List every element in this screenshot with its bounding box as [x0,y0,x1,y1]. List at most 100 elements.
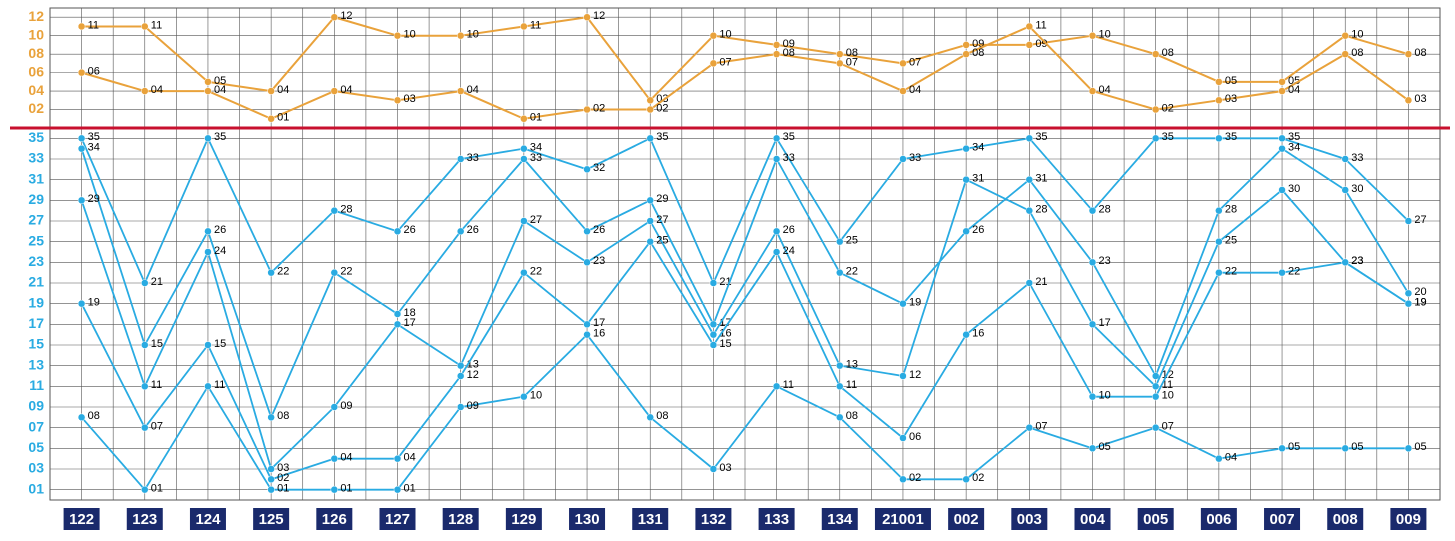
data-point [899,373,906,380]
data-point [1152,373,1159,380]
data-point [773,383,780,390]
point-label: 08 [1414,47,1426,59]
x-label: 124 [195,511,221,528]
x-label: 008 [1333,511,1358,528]
point-label: 08 [1162,47,1174,59]
point-label: 16 [593,328,605,340]
point-label: 07 [909,56,921,68]
point-label: 01 [404,483,416,495]
y-bottom-label: 21 [28,274,44,290]
point-label: 04 [340,452,352,464]
point-label: 11 [530,19,541,31]
data-point [647,106,654,113]
point-label: 19 [88,297,100,309]
point-label: 10 [467,29,479,41]
y-bottom-label: 09 [28,398,44,414]
point-label: 04 [340,84,352,96]
data-point [141,280,148,287]
data-point [457,228,464,235]
point-label: 08 [783,47,795,59]
data-point [963,331,970,338]
point-label: 04 [909,84,921,96]
point-label: 28 [1099,204,1111,216]
point-label: 27 [656,214,668,226]
data-point [773,41,780,48]
data-point [394,228,401,235]
data-point [1342,187,1349,194]
point-label: 04 [404,452,416,464]
data-point [78,414,85,421]
point-label: 10 [1099,390,1111,402]
data-point [647,97,654,104]
point-label: 11 [846,379,857,391]
point-label: 22 [277,266,289,278]
point-label: 03 [1225,93,1237,105]
data-point [268,486,275,493]
point-label: 15 [214,338,226,350]
data-point [584,166,591,173]
point-label: 22 [1225,266,1237,278]
data-point [268,476,275,483]
data-point [331,207,338,214]
data-point [899,476,906,483]
data-point [584,331,591,338]
data-point [836,51,843,58]
data-point [1152,135,1159,142]
x-label: 128 [448,511,473,528]
y-top-label: 04 [28,82,44,98]
data-point [1279,88,1286,95]
x-label: 006 [1206,511,1231,528]
data-point [836,60,843,67]
data-point [1215,78,1222,85]
data-point [899,156,906,163]
data-point [1405,290,1412,297]
data-point [204,383,211,390]
point-label: 28 [1225,204,1237,216]
point-label: 22 [530,266,542,278]
point-label: 11 [214,379,225,391]
point-label: 35 [1035,131,1047,143]
y-bottom-label: 29 [28,191,44,207]
point-label: 11 [88,19,99,31]
data-point [204,88,211,95]
point-label: 08 [846,410,858,422]
data-point [141,486,148,493]
data-point [204,228,211,235]
point-label: 33 [909,152,921,164]
x-label: 005 [1143,511,1168,528]
point-label: 02 [593,102,605,114]
data-point [141,23,148,30]
data-point [1089,393,1096,400]
data-point [1089,259,1096,266]
point-label: 17 [404,317,416,329]
data-point [836,414,843,421]
data-point [1152,106,1159,113]
point-label: 07 [1162,421,1174,433]
data-point [963,228,970,235]
data-point [520,218,527,225]
point-label: 34 [972,142,984,154]
point-label: 01 [151,483,163,495]
data-point [520,115,527,122]
data-point [647,414,654,421]
point-label: 27 [1414,214,1426,226]
y-bottom-label: 27 [28,212,44,228]
data-point [710,32,717,39]
x-label: 126 [322,511,347,528]
point-label: 06 [88,66,100,78]
y-bottom-label: 31 [28,170,44,186]
point-label: 22 [1288,266,1300,278]
data-point [204,78,211,85]
y-bottom-label: 33 [28,150,44,166]
data-point [1405,97,1412,104]
data-point [331,88,338,95]
point-label: 10 [530,390,542,402]
data-point [647,135,654,142]
y-top-label: 06 [28,63,44,79]
data-point [1279,78,1286,85]
data-point [204,342,211,349]
data-point [1342,51,1349,58]
point-label: 11 [1035,19,1046,31]
point-label: 35 [1225,131,1237,143]
point-label: 28 [340,204,352,216]
